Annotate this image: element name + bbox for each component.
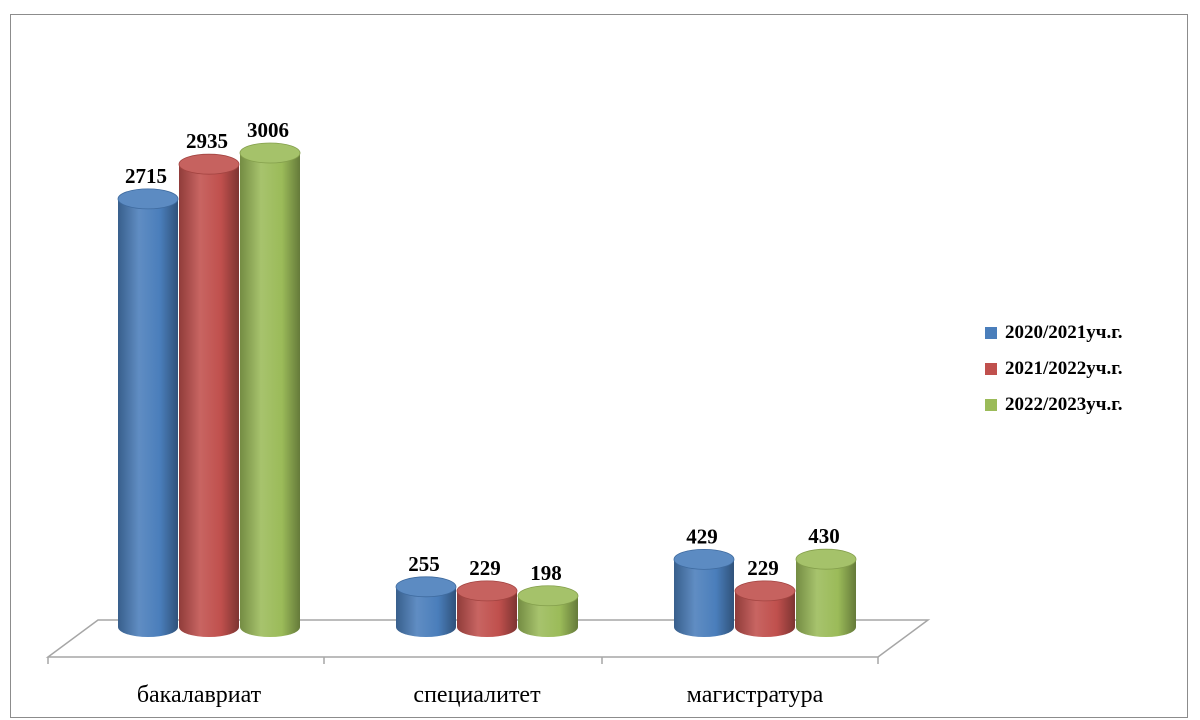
legend-swatch (985, 399, 997, 411)
bar-top (734, 580, 796, 602)
bar-body (674, 559, 734, 637)
data-label: 198 (530, 561, 562, 585)
bar-body (796, 559, 856, 637)
bar-2-2 (795, 548, 857, 637)
data-label: 2715 (125, 164, 167, 188)
data-label: 255 (408, 552, 440, 576)
bar-0-2 (239, 142, 301, 637)
bar-top (395, 576, 457, 598)
bar-body (240, 153, 300, 637)
legend-item: 2022/2023уч.г. (985, 390, 1122, 420)
bar-top (178, 153, 240, 175)
bar-body (118, 198, 178, 637)
legend-swatch (985, 363, 997, 375)
bar-top (456, 580, 518, 602)
data-label: 429 (686, 524, 718, 548)
legend: 2020/2021уч.г. 2021/2022уч.г. 2022/2023уч.… (985, 318, 1122, 426)
bar-body (735, 590, 795, 637)
bar-0-0 (117, 188, 179, 637)
category-label: специалитет (413, 682, 541, 708)
data-labels: 2715 2935 3006 255 229 198 429 229 430 (125, 118, 840, 585)
legend-label: 2022/2023уч.г. (1005, 394, 1123, 415)
category-label: магистратура (687, 682, 824, 708)
bar-2-0 (673, 548, 735, 637)
bar-top (117, 188, 179, 210)
legend-item: 2020/2021уч.г. (985, 318, 1122, 348)
data-label: 3006 (247, 118, 289, 142)
legend-item: 2021/2022уч.г. (985, 354, 1122, 384)
bar-1-1 (456, 580, 518, 637)
bar-body (457, 590, 517, 637)
bar-body (518, 595, 578, 637)
bar-0-1 (178, 153, 240, 637)
bars (117, 142, 857, 637)
bar-top (517, 585, 579, 607)
bar-1-0 (395, 576, 457, 637)
category-labels: бакалавриат специалитет магистратура (137, 682, 824, 708)
legend-swatch (985, 327, 997, 339)
category-label: бакалавриат (137, 682, 262, 708)
bar-1-2 (517, 585, 579, 637)
bar-2-1 (734, 580, 796, 637)
bar-body (396, 586, 456, 637)
legend-label: 2021/2022уч.г. (1005, 358, 1123, 379)
data-label: 2935 (186, 129, 228, 153)
data-label: 229 (469, 556, 501, 580)
bar-top (239, 142, 301, 164)
bar-body (179, 164, 239, 637)
bar-top (795, 548, 857, 570)
legend-label: 2020/2021уч.г. (1005, 322, 1123, 343)
data-label: 430 (808, 524, 840, 548)
data-label: 229 (747, 556, 779, 580)
bar-top (673, 548, 735, 570)
